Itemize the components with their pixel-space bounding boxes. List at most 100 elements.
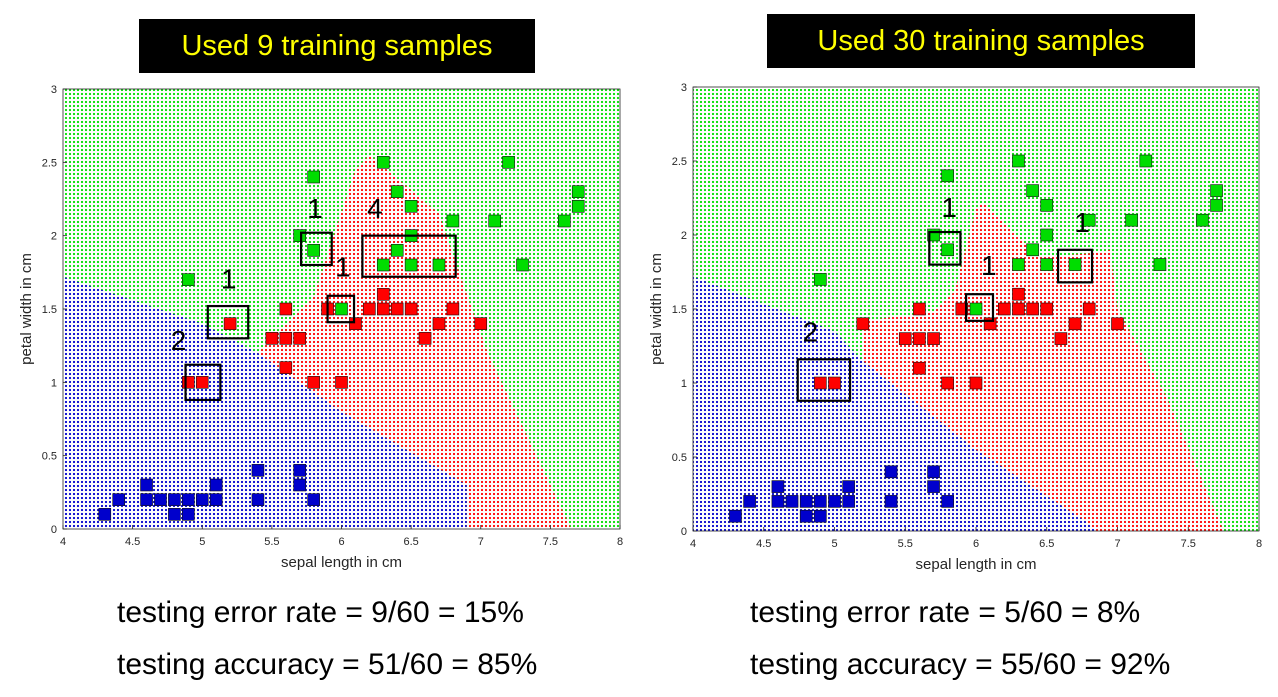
error-count-label: 2 <box>171 325 187 356</box>
data-point-virginica <box>571 200 585 213</box>
data-point-setosa <box>168 493 181 506</box>
data-point-versicolor <box>349 317 362 330</box>
region-setosa <box>693 276 1097 531</box>
data-point-virginica <box>814 273 827 286</box>
data-point-virginica <box>1082 213 1096 227</box>
data-point-setosa <box>168 508 181 521</box>
data-point-versicolor <box>293 332 307 345</box>
data-point-setosa <box>729 509 742 523</box>
series-virginica <box>814 154 1223 316</box>
scatter-plot-30-samples: 4 4.5 5 5.5 6 6.5 7 7.5 8 0 0.5 1 1.5 2 2.5 3 sepal leng… <box>648 82 1262 573</box>
x-tick-label: 6 <box>338 536 344 548</box>
x-tick-label: 6.5 <box>1039 538 1054 550</box>
data-point-versicolor <box>941 376 955 390</box>
scatter-plot-9-samples: 4 4.5 5 5.5 6 6.5 7 7.5 8 0 0.5 1 1.5 2 2.5 3 sepal leng… <box>18 84 623 571</box>
data-point-versicolor <box>182 376 195 389</box>
data-point-setosa <box>842 480 855 493</box>
x-tick-label: 8 <box>617 536 623 548</box>
data-point-setosa <box>927 465 940 479</box>
data-point-virginica <box>1153 258 1167 271</box>
y-tick-label: 1.5 <box>42 304 57 316</box>
error-box <box>300 231 333 267</box>
data-point-setosa <box>743 495 756 508</box>
error-count-label: 1 <box>221 263 237 294</box>
y-tick-label: 0.5 <box>42 451 57 463</box>
data-point-versicolor <box>279 302 293 316</box>
error-box <box>1056 248 1094 284</box>
x-tick-label: 6.5 <box>403 536 418 548</box>
x-tick-label: 7.5 <box>1181 538 1196 550</box>
error-count-label: 1 <box>307 193 323 224</box>
region-versicolor <box>862 202 1224 531</box>
error-box <box>796 358 852 402</box>
region-setosa <box>63 276 467 529</box>
x-tick-label: 4 <box>60 536 66 548</box>
data-point-virginica <box>1068 258 1082 271</box>
y-tick-label: 1 <box>51 377 57 389</box>
y-tick-label: 0 <box>681 526 687 538</box>
data-point-virginica <box>1040 258 1054 271</box>
data-point-setosa <box>771 480 785 493</box>
error-box <box>184 363 222 402</box>
data-point-virginica <box>516 258 529 272</box>
data-point-setosa <box>293 478 307 492</box>
chart-title: Used 9 training samples <box>139 19 535 73</box>
error-count-label: 1 <box>941 192 957 223</box>
x-tick-label: 5 <box>199 536 205 548</box>
series-virginica <box>182 156 585 316</box>
decision-regions <box>63 89 620 529</box>
data-point-versicolor <box>955 302 969 316</box>
data-point-virginica <box>502 156 515 169</box>
data-point-virginica <box>376 156 390 169</box>
series-setosa <box>729 465 955 523</box>
data-point-virginica <box>390 185 404 198</box>
y-tick-label: 1 <box>681 378 687 390</box>
data-point-virginica <box>488 214 501 228</box>
x-tick-label: 5.5 <box>264 536 279 548</box>
series-versicolor <box>182 288 488 389</box>
data-point-versicolor <box>474 317 488 330</box>
y-tick-label: 2.5 <box>672 156 687 168</box>
data-point-versicolor <box>1040 302 1054 316</box>
data-point-versicolor <box>363 302 376 316</box>
data-point-virginica <box>1040 228 1054 242</box>
data-point-versicolor <box>913 361 926 375</box>
y-tick-label: 0.5 <box>672 452 687 464</box>
y-tick-label: 2 <box>681 230 687 242</box>
x-tick-label: 8 <box>1256 538 1262 550</box>
series-setosa <box>98 464 320 521</box>
data-point-setosa <box>209 493 223 506</box>
data-point-virginica <box>1196 213 1209 227</box>
data-point-virginica <box>182 273 195 286</box>
x-tick-label: 5.5 <box>898 538 913 550</box>
error-rate-text: testing error rate = 9/60 = 15% <box>117 596 524 629</box>
data-point-versicolor <box>1068 317 1082 331</box>
data-point-virginica <box>1012 258 1025 271</box>
data-point-setosa <box>182 508 195 521</box>
data-point-versicolor <box>376 302 390 316</box>
error-box <box>964 293 995 322</box>
error-box <box>326 294 356 324</box>
data-point-versicolor <box>1054 332 1068 345</box>
data-point-versicolor <box>913 302 926 316</box>
x-tick-label: 7.5 <box>543 536 558 548</box>
y-tick-label: 2.5 <box>42 157 57 169</box>
data-point-setosa <box>251 493 265 506</box>
error-count-label: 1 <box>335 252 351 283</box>
error-box <box>928 230 962 266</box>
data-point-versicolor <box>856 317 870 331</box>
data-point-setosa <box>154 493 167 506</box>
data-point-setosa <box>251 464 265 477</box>
x-tick-label: 4 <box>690 538 696 550</box>
data-point-virginica <box>969 302 983 316</box>
data-point-virginica <box>1210 184 1223 197</box>
error-box <box>206 304 250 340</box>
data-point-setosa <box>98 508 112 521</box>
data-point-versicolor <box>898 332 912 345</box>
data-point-setosa <box>799 495 813 508</box>
x-axis-label: sepal length in cm <box>916 556 1037 573</box>
data-point-setosa <box>842 495 855 508</box>
y-tick-label: 2 <box>51 231 57 243</box>
data-point-versicolor <box>265 332 279 345</box>
data-point-setosa <box>209 478 223 492</box>
